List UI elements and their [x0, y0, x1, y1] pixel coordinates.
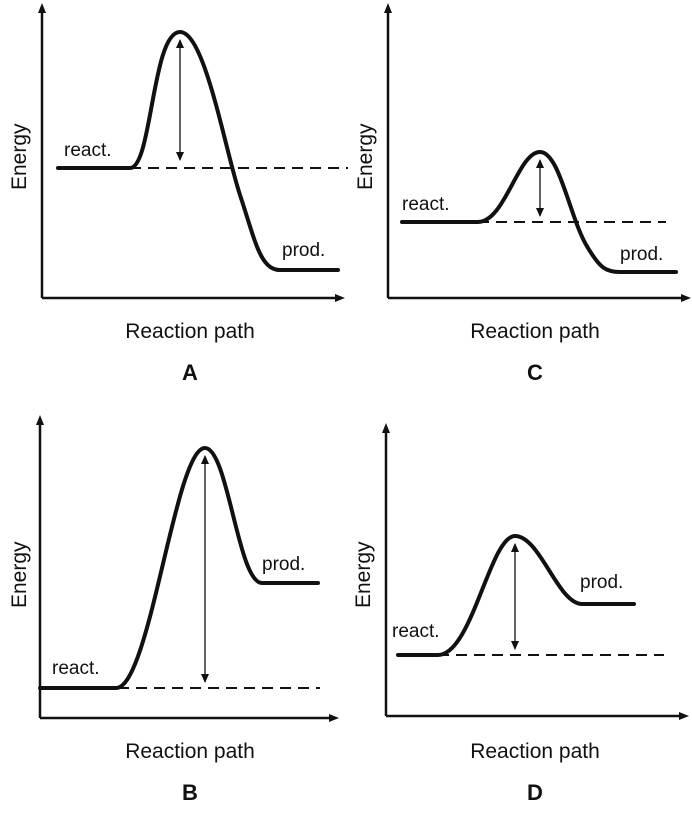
panel-b-product-label: prod.	[262, 554, 305, 575]
panel-b-x-axis-label: Reaction path	[125, 740, 255, 763]
panel-b-reactant-label: react.	[52, 658, 100, 679]
panel-a-product-label: prod.	[282, 240, 325, 261]
panel-b: react. prod. Energy Reaction path B	[8, 415, 339, 805]
panel-d: react. prod. Energy Reaction path D	[352, 423, 689, 805]
panel-c-y-axis-label: Energy	[354, 123, 377, 190]
panel-a-letter: A	[182, 360, 198, 385]
panel-d-energy-curve	[396, 534, 636, 657]
panel-a-x-axis-label: Reaction path	[125, 320, 255, 343]
panel-c-reactant-label: react.	[402, 194, 450, 215]
panel-c: react. prod. Energy Reaction path C	[354, 3, 691, 385]
panel-b-energy-curve	[38, 446, 320, 690]
panel-c-product-label: prod.	[620, 244, 663, 265]
panel-c-energy-curve	[400, 150, 678, 274]
panel-c-x-axis-label: Reaction path	[470, 320, 600, 343]
panel-a: react. prod. Energy Reaction path A	[8, 3, 348, 385]
panel-a-y-axis-label: Energy	[8, 123, 31, 190]
panel-d-y-axis-label: Energy	[352, 541, 375, 608]
panel-d-letter: D	[527, 780, 543, 805]
panel-b-y-axis-label: Energy	[8, 541, 31, 608]
panel-d-product-label: prod.	[580, 572, 623, 593]
panel-a-reactant-label: react.	[64, 140, 112, 161]
panel-d-reactant-label: react.	[392, 621, 440, 642]
panel-c-letter: C	[527, 360, 543, 385]
panel-a-energy-curve	[56, 30, 340, 272]
panel-b-letter: B	[182, 780, 198, 805]
panel-d-x-axis-label: Reaction path	[470, 740, 600, 763]
